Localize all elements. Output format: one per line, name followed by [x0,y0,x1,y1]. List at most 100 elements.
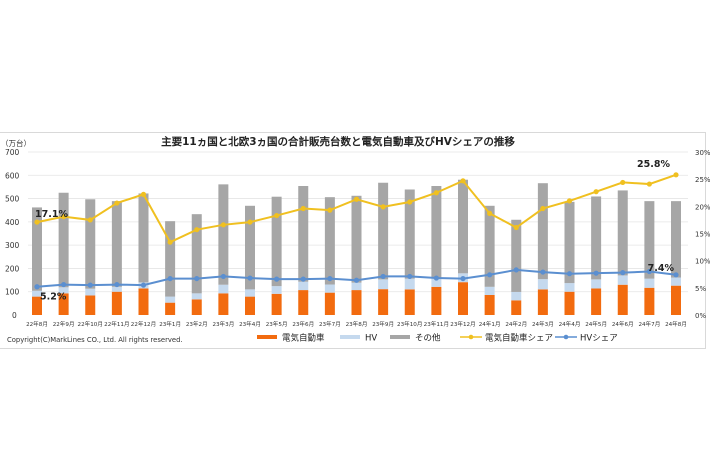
bar-segment [431,277,442,287]
bar-segment [138,193,149,283]
y-tick-label: 300 [5,241,20,250]
bar-segment [671,277,681,286]
bar-segment [32,207,42,291]
line-marker [380,273,386,280]
line-marker [673,172,679,178]
x-tick-label: 23年11月 [424,320,449,328]
x-tick-label: 24年6月 [612,320,634,328]
y-axis-left: 0 100 200 300 400 500 600 700 [5,148,20,320]
line-marker [433,275,439,281]
x-tick-label: 23年8月 [346,320,368,328]
x-tick-label: 22年11月 [104,320,129,328]
chart-title: 主要11ヵ国と北欧3ヵ国の合計販売台数と電気自動車及びHVシェアの推移 [161,135,515,148]
bar-segment [111,201,122,287]
legend-label: 電気自動車シェア [485,333,553,344]
bar-segment [298,185,309,282]
bar-segment [617,190,628,276]
x-tick-label: 22年9月 [53,320,75,328]
bar-segment [537,289,548,315]
x-tick-label: 23年9月 [372,320,394,328]
x-tick-label: 24年2月 [505,320,527,328]
line-marker [167,275,173,282]
line-marker [593,189,599,195]
bar-segment [671,201,681,278]
line-marker [433,190,439,196]
line-marker [194,275,200,282]
bar-segment [298,281,309,291]
legend-marker [563,334,569,340]
legend: 電気自動車 HV その他 電気自動車シェア HVシェア [257,333,618,344]
bar-segment [511,291,522,301]
y-tick-label: 700 [5,148,20,157]
x-tick-label: 24年8月 [665,320,687,328]
data-label: 25.8% [637,159,670,170]
bar-segment [191,293,202,300]
line-marker [593,270,599,276]
bar-segment [537,183,548,280]
x-tick-label: 23年12月 [450,320,475,328]
line-marker [566,271,573,277]
x-axis: 22年8月 22年9月 22年10月 22年11月 22年12月 23年1月 23年2月 23… [26,320,687,328]
bar-segment [245,205,255,290]
bar-segment [458,179,468,274]
line-marker [673,272,679,278]
y-tick-label: 200 [5,264,20,273]
line-marker [460,178,466,184]
line-marker [646,268,652,275]
x-tick-label: 23年6月 [292,320,314,328]
line-marker [460,275,466,282]
legend-swatch [257,335,277,339]
legend-label: 電気自動車 [282,333,325,344]
bar-segment [617,275,628,285]
data-label: 5.2% [40,292,67,303]
line-marker [194,227,200,233]
line-marker [274,276,280,282]
bar-segment [324,197,335,285]
bar-segment [165,296,176,303]
y-tick-label: 0 [12,311,17,320]
bar-segment [351,290,362,315]
x-tick-label: 24年7月 [638,320,660,328]
bar-segment [351,282,362,291]
bar-segment [617,284,628,315]
bar-segment [58,293,69,315]
line-marker [327,207,333,213]
bar-segment [85,199,96,289]
bar-segment [671,285,681,315]
line-marker [34,219,40,225]
annotations: 17.1% 5.2% 25.8% 7.4% [35,159,674,303]
line-marker [140,282,147,288]
y-tick-label: 400 [5,218,20,227]
y2-tick-label: 10% [695,258,710,266]
y2-tick-label: 20% [695,203,710,211]
bar-segment [271,286,282,294]
bar-segment [404,289,415,315]
bar-segment [165,302,176,315]
bar-segment [58,192,69,288]
line-marker [646,181,652,187]
line-marker [513,267,519,273]
bar-segment [564,201,575,284]
bar-segment [511,219,522,292]
x-tick-label: 24年5月 [585,320,607,328]
bar-segment [324,292,335,315]
x-tick-label: 24年3月 [532,320,554,328]
line-marker [380,204,386,210]
line-marker [220,222,226,228]
bar-segment [245,289,255,297]
x-tick-label: 23年10月 [397,320,422,328]
y-tick-label: 500 [5,195,20,204]
line-marker [620,270,626,276]
line-marker [114,200,120,206]
bar-segment [644,201,655,279]
bar-segment [111,291,122,315]
legend-swatch [340,335,360,339]
bar-segment [111,286,122,292]
bar-segment [431,185,442,278]
x-tick-label: 22年8月 [26,320,48,328]
y2-tick-label: 15% [695,231,710,239]
bar-segment [564,283,575,292]
x-tick-label: 23年4月 [239,320,261,328]
bar-segment [245,296,255,315]
y-tick-label: 600 [5,171,20,180]
